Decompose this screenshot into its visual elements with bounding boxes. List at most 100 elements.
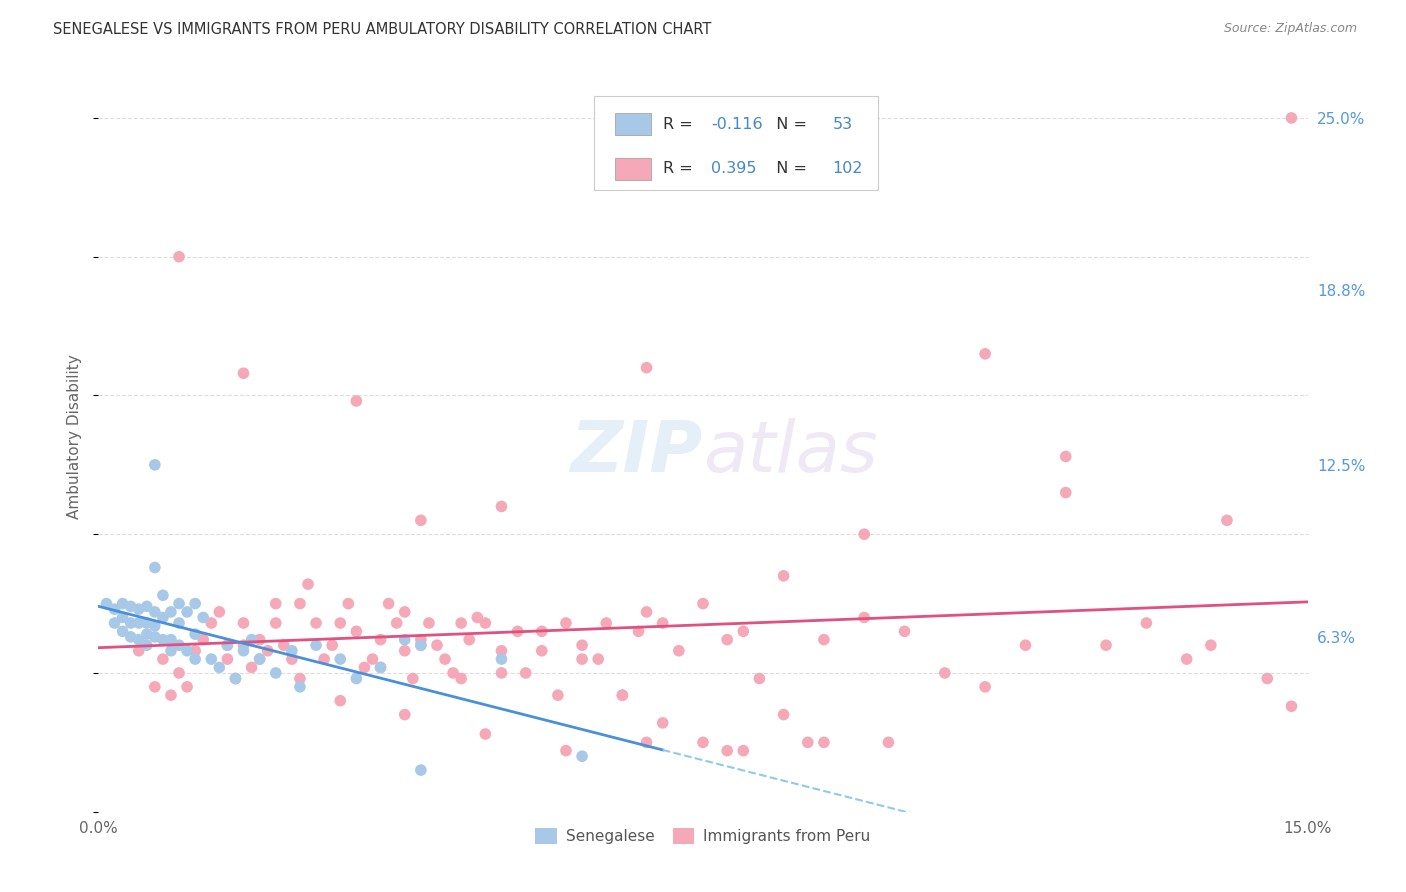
Point xyxy=(152,610,174,624)
Point xyxy=(394,644,416,658)
Point xyxy=(160,644,183,658)
Point xyxy=(135,599,157,614)
Point xyxy=(394,605,416,619)
Text: Source: ZipAtlas.com: Source: ZipAtlas.com xyxy=(1223,22,1357,36)
Point xyxy=(571,652,593,666)
Point xyxy=(813,632,835,647)
Point xyxy=(458,632,481,647)
Text: 53: 53 xyxy=(832,117,852,131)
Point xyxy=(402,672,425,686)
Point xyxy=(224,672,246,686)
Point xyxy=(329,652,352,666)
Point xyxy=(143,605,166,619)
Point xyxy=(160,688,183,702)
Point xyxy=(1014,638,1036,652)
Point xyxy=(143,680,166,694)
FancyBboxPatch shape xyxy=(595,96,879,190)
Text: N =: N = xyxy=(766,161,813,177)
Point xyxy=(344,624,367,639)
Point xyxy=(692,735,714,749)
Point xyxy=(217,638,239,652)
Text: -0.116: -0.116 xyxy=(711,117,763,131)
Point xyxy=(530,644,553,658)
Point xyxy=(491,500,513,514)
Point xyxy=(370,660,392,674)
Point xyxy=(288,672,311,686)
Point xyxy=(111,624,134,639)
Point xyxy=(288,597,311,611)
Point xyxy=(636,605,658,619)
Point xyxy=(232,366,254,380)
Point xyxy=(877,735,900,749)
Point xyxy=(491,644,513,658)
Point xyxy=(772,569,794,583)
Point xyxy=(329,615,352,630)
Point xyxy=(571,749,593,764)
Point xyxy=(1135,615,1157,630)
Text: N =: N = xyxy=(766,117,813,131)
Point xyxy=(377,597,399,611)
Point xyxy=(240,660,263,674)
Point xyxy=(409,513,432,527)
Point xyxy=(612,688,634,702)
Point xyxy=(772,707,794,722)
Point xyxy=(409,638,432,652)
Point xyxy=(1095,638,1118,652)
Point xyxy=(314,652,336,666)
Point xyxy=(385,615,408,630)
Point xyxy=(305,638,328,652)
Point xyxy=(152,632,174,647)
Point xyxy=(281,644,304,658)
Point xyxy=(1054,485,1077,500)
Point xyxy=(344,672,367,686)
Point xyxy=(128,615,150,630)
Point xyxy=(651,615,673,630)
Point xyxy=(692,597,714,611)
Point xyxy=(595,615,617,630)
Point xyxy=(797,735,820,749)
Point xyxy=(370,660,392,674)
Point xyxy=(120,599,142,614)
Point xyxy=(450,672,472,686)
Point xyxy=(370,632,392,647)
Point xyxy=(167,638,190,652)
Point xyxy=(249,652,271,666)
Point xyxy=(160,605,183,619)
Point xyxy=(434,652,457,666)
Point xyxy=(103,602,125,616)
Point xyxy=(1054,450,1077,464)
Point xyxy=(409,763,432,777)
Legend: Senegalese, Immigrants from Peru: Senegalese, Immigrants from Peru xyxy=(529,822,877,851)
Point xyxy=(264,615,287,630)
Point xyxy=(555,615,578,630)
Point xyxy=(305,615,328,630)
Point xyxy=(143,619,166,633)
Point xyxy=(418,615,440,630)
Point xyxy=(627,624,650,639)
Text: 0.395: 0.395 xyxy=(711,161,756,177)
Point xyxy=(200,652,222,666)
Point xyxy=(853,610,876,624)
Text: R =: R = xyxy=(664,117,697,131)
Point xyxy=(668,644,690,658)
Point xyxy=(1281,111,1303,125)
Point xyxy=(176,680,198,694)
Point xyxy=(612,688,634,702)
Point xyxy=(224,672,246,686)
Point xyxy=(208,605,231,619)
Point xyxy=(530,624,553,639)
Point xyxy=(297,577,319,591)
Point xyxy=(232,615,254,630)
Point xyxy=(111,610,134,624)
Point xyxy=(394,632,416,647)
Point xyxy=(441,665,464,680)
Text: ZIP: ZIP xyxy=(571,417,703,486)
Point xyxy=(128,644,150,658)
Point xyxy=(586,652,609,666)
Point xyxy=(515,665,537,680)
Point xyxy=(337,597,360,611)
Point xyxy=(160,632,183,647)
Point xyxy=(353,660,375,674)
Point xyxy=(716,632,738,647)
Point xyxy=(733,624,755,639)
